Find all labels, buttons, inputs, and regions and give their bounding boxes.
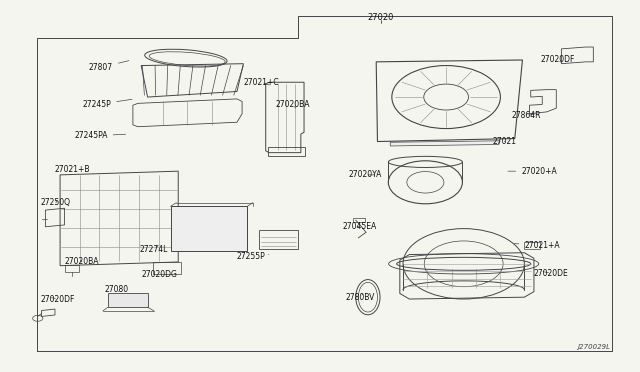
Text: 27245PA: 27245PA xyxy=(74,131,125,141)
Text: 27020: 27020 xyxy=(367,13,394,22)
Bar xyxy=(353,218,365,222)
Text: 27021+B: 27021+B xyxy=(55,165,90,174)
Text: 27080: 27080 xyxy=(104,285,128,294)
Text: J270029L: J270029L xyxy=(577,344,611,350)
Text: 27274L: 27274L xyxy=(140,244,168,253)
Bar xyxy=(171,206,247,251)
Text: 27021+A: 27021+A xyxy=(515,241,560,250)
Text: 27255P: 27255P xyxy=(237,252,269,261)
Bar xyxy=(65,265,79,272)
Text: 2780BV: 2780BV xyxy=(346,293,375,302)
Text: 27020DF: 27020DF xyxy=(540,55,575,64)
Bar xyxy=(259,231,298,249)
Text: 27020DF: 27020DF xyxy=(41,295,76,304)
Text: 27021: 27021 xyxy=(492,137,516,146)
Text: 27864R: 27864R xyxy=(511,111,541,120)
Text: 27045EA: 27045EA xyxy=(342,222,376,231)
Bar xyxy=(153,262,181,274)
Text: 27020YA: 27020YA xyxy=(349,170,382,179)
Text: 27020DG: 27020DG xyxy=(141,270,177,279)
Bar xyxy=(268,147,305,156)
Text: 27021+C: 27021+C xyxy=(243,78,279,87)
Text: 27020BA: 27020BA xyxy=(275,100,310,109)
Text: 27020+A: 27020+A xyxy=(508,167,557,176)
Text: 27250Q: 27250Q xyxy=(41,198,71,207)
Text: 27245P: 27245P xyxy=(83,99,132,109)
Polygon shape xyxy=(390,141,500,146)
Text: 27020BA: 27020BA xyxy=(65,257,99,266)
Bar xyxy=(108,293,148,307)
Text: 27020DE: 27020DE xyxy=(534,269,569,278)
Text: 27807: 27807 xyxy=(89,61,129,72)
Bar xyxy=(524,242,540,249)
